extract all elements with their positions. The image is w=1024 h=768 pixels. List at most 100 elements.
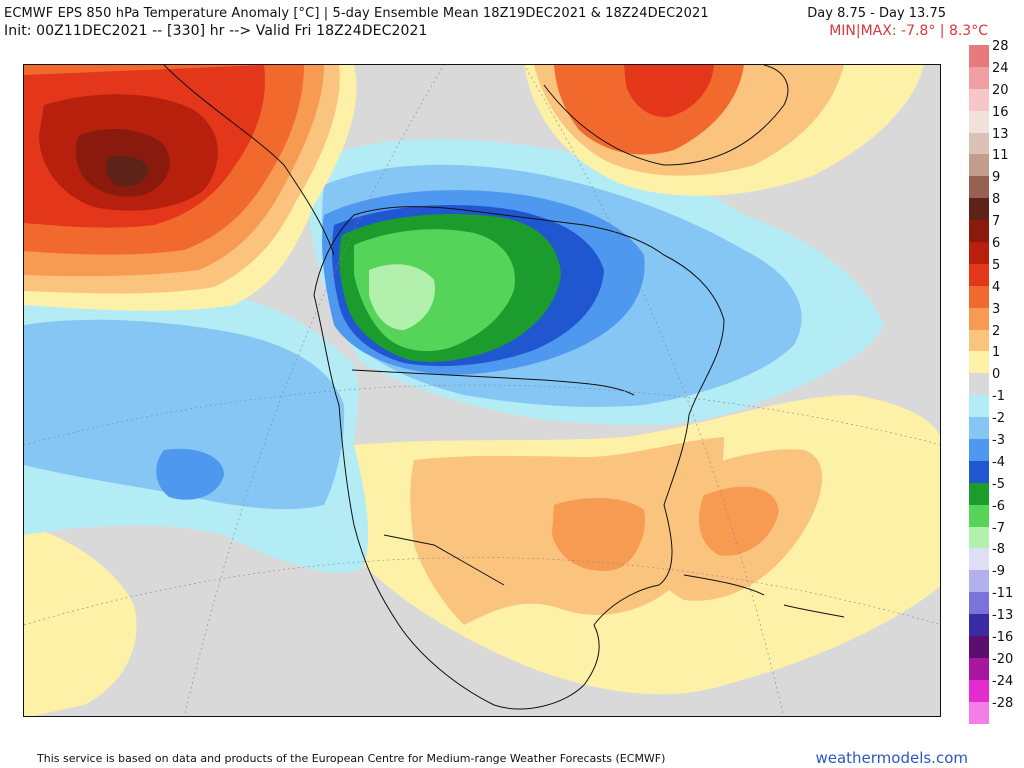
- anomaly-plus8-north-pacific: [106, 155, 149, 187]
- coastline-caribbean: [683, 574, 845, 618]
- legend-label: -16: [992, 630, 1014, 646]
- legend-row: 3: [969, 302, 1022, 330]
- warm-band-sw-pacific: [24, 525, 137, 716]
- legend-row: -9: [969, 564, 1022, 593]
- legend-swatch: [969, 679, 989, 702]
- legend-swatch: [969, 45, 989, 67]
- legend-swatch: [969, 110, 989, 133]
- legend-swatch: [969, 614, 989, 637]
- legend-label: 16: [992, 104, 1009, 120]
- legend-row: -8: [969, 542, 1022, 571]
- legend-row: -24: [969, 674, 1022, 702]
- legend-label: -24: [992, 673, 1014, 689]
- anomaly-plus3-atlantic: [699, 486, 779, 556]
- legend-swatch: [969, 263, 989, 286]
- legend-label: 2: [992, 323, 1001, 339]
- legend-row: -2: [969, 411, 1022, 440]
- map-outlines: [163, 65, 845, 710]
- legend-row: 16: [969, 105, 1022, 133]
- legend-row: -7: [969, 521, 1022, 549]
- legend-row: 8: [969, 192, 1022, 221]
- legend-label: -8: [992, 542, 1005, 558]
- legend-row: 6: [969, 236, 1022, 264]
- color-scale-legend: 28 24 20 16 13 11 9 8 7 6 5 4 3 2 1 0 -1 -2 -3 -4 -5 -6 -7 -8 -9…: [969, 39, 1022, 724]
- legend-row: 2: [969, 324, 1022, 352]
- legend-swatch: [969, 636, 989, 658]
- legend-swatch: [969, 439, 989, 461]
- legend-swatch: [969, 176, 989, 199]
- legend-label: -4: [992, 454, 1005, 470]
- legend-swatch: [969, 154, 989, 177]
- legend-row: 24: [969, 61, 1022, 89]
- legend-row: 5: [969, 258, 1022, 286]
- legend-row: -16: [969, 630, 1022, 658]
- legend-label: 24: [992, 60, 1009, 76]
- legend-swatch: [969, 548, 989, 571]
- coastline-alaska: [163, 65, 335, 256]
- legend-swatch: [969, 285, 989, 308]
- legend-row: 13: [969, 127, 1022, 155]
- legend-row: 1: [969, 345, 1022, 374]
- legend-row: -20: [969, 652, 1022, 680]
- legend-label: 1: [992, 345, 1001, 361]
- legend-label: 13: [992, 126, 1009, 142]
- anomaly-plus5-greenland: [624, 65, 714, 118]
- legend-row: 0: [969, 367, 1022, 396]
- legend-row: 20: [969, 83, 1022, 111]
- coastline-north-america: [313, 206, 725, 710]
- init-valid-time: Init: 00Z11DEC2021 -- [330] hr --> Valid…: [4, 23, 428, 39]
- border-us-mexico: [383, 534, 505, 586]
- legend-swatch: [969, 88, 989, 111]
- legend-label: -28: [992, 695, 1014, 711]
- legend-label: 0: [992, 367, 1001, 383]
- legend-label: -3: [992, 433, 1005, 449]
- legend-label: -9: [992, 564, 1005, 580]
- legend-row: 28: [969, 39, 1022, 67]
- anomaly-plus3-southeast: [552, 498, 645, 571]
- legend-swatch: [969, 198, 989, 221]
- legend-swatch: [969, 220, 989, 243]
- legend-swatch: [969, 592, 989, 615]
- legend-label: 7: [992, 214, 1001, 230]
- forecast-day-range: Day 8.75 - Day 13.75: [807, 6, 946, 21]
- border-us-canada: [351, 369, 635, 396]
- legend-label: -20: [992, 651, 1014, 667]
- legend-swatch: [969, 701, 989, 724]
- legend-row: 9: [969, 170, 1022, 199]
- legend-row: 7: [969, 214, 1022, 243]
- legend-swatch: [969, 526, 989, 549]
- legend-swatch: [969, 373, 989, 396]
- legend-swatch: [969, 242, 989, 264]
- legend-row: 11: [969, 148, 1022, 177]
- legend-swatch: [969, 351, 989, 374]
- legend-swatch: [969, 329, 989, 352]
- legend-label: 20: [992, 82, 1009, 98]
- coastline-greenland: [543, 65, 789, 166]
- legend-swatch: [969, 482, 989, 505]
- legend-swatch: [969, 307, 989, 330]
- legend-swatch: [969, 417, 989, 440]
- min-max-readout: MIN|MAX: -7.8° | 8.3°C: [829, 23, 988, 39]
- site-link[interactable]: weathermodels.com: [815, 749, 968, 767]
- legend-label: 28: [992, 39, 1009, 54]
- legend-label: -2: [992, 411, 1005, 427]
- legend-row: -4: [969, 455, 1022, 483]
- legend-swatch: [969, 460, 989, 483]
- legend-row: -5: [969, 477, 1022, 505]
- anomaly-map-canvas: [24, 65, 940, 716]
- legend-label: 3: [992, 301, 1001, 317]
- legend-label: -5: [992, 476, 1005, 492]
- legend-label: 11: [992, 148, 1009, 164]
- legend-swatch: [969, 570, 989, 593]
- anomaly-map: [23, 64, 941, 717]
- anomaly-minus3-pacific: [156, 448, 224, 500]
- anomaly-minus7-canada: [369, 264, 435, 330]
- legend-row: -3: [969, 433, 1022, 461]
- legend-swatch: [969, 395, 989, 418]
- anomaly-minus2-pacific: [24, 319, 345, 510]
- legend-swatch: [969, 132, 989, 155]
- legend-row: -13: [969, 608, 1022, 637]
- legend-swatch: [969, 657, 989, 680]
- data-source-disclaimer: This service is based on data and produc…: [37, 752, 666, 765]
- legend-label: 6: [992, 236, 1001, 252]
